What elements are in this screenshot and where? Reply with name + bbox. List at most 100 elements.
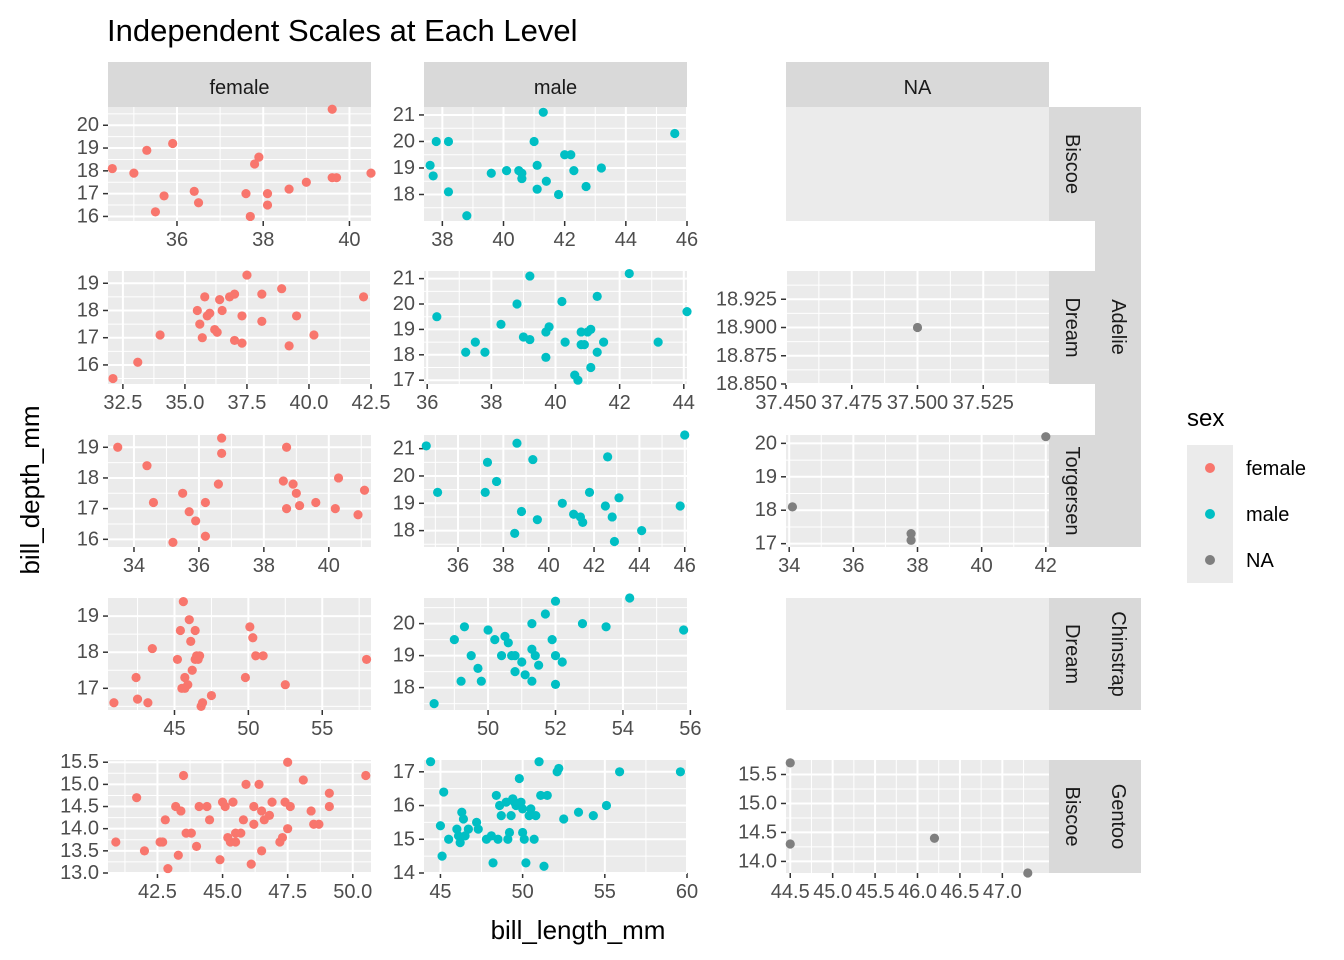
panel-r3-c0: 45 50 55 17 18 19: [77, 597, 372, 740]
x-tick-label: 42.5: [138, 881, 177, 903]
x-tick-label: 42: [583, 555, 605, 577]
y-tick-label: 18.850: [716, 373, 777, 395]
species-strip-label-chinstrap: Chinstrap: [1107, 611, 1129, 697]
data-point: [512, 438, 522, 448]
x-tick-label: 37.5: [227, 392, 266, 414]
panel-background: [108, 107, 371, 221]
x-tick-label: 47.0: [983, 881, 1022, 903]
data-point: [912, 322, 923, 333]
panel-r4-c1: 45 50 55 60 14 15 16 17: [393, 757, 698, 903]
data-point: [206, 690, 217, 701]
y-axis-title: bill_depth_mm: [15, 405, 45, 574]
data-point: [264, 810, 275, 820]
data-point: [291, 488, 301, 498]
species-strip-gentoo: [1095, 760, 1141, 873]
data-point: [1041, 432, 1051, 442]
y-tick-label: 18.900: [716, 317, 777, 339]
data-point: [267, 797, 277, 807]
data-point: [553, 189, 564, 200]
x-tick-label: 55: [311, 718, 333, 740]
data-point: [466, 651, 476, 661]
data-point: [506, 811, 516, 821]
data-point: [428, 171, 438, 181]
data-point: [131, 672, 141, 683]
data-point: [311, 497, 321, 508]
y-tick-label: 19: [77, 436, 99, 458]
data-point: [212, 327, 222, 337]
data-point: [491, 476, 502, 487]
data-point: [200, 531, 211, 541]
data-point: [262, 200, 273, 210]
data-point: [361, 770, 371, 781]
data-point: [204, 815, 215, 825]
data-point: [624, 268, 634, 279]
island-strip-dream: [1049, 598, 1095, 710]
data-point: [133, 357, 143, 367]
x-tick-label: 37.450: [755, 392, 816, 414]
x-tick-label: 44.5: [771, 881, 810, 903]
data-point: [246, 859, 256, 869]
row-strips: Biscoe Dream Torgersen Dream Biscoe Adelie Chi…: [1049, 107, 1141, 873]
data-point: [603, 452, 613, 462]
data-point: [488, 858, 498, 868]
data-point: [547, 635, 557, 645]
data-point: [534, 757, 544, 767]
data-point: [277, 284, 287, 294]
data-point: [682, 307, 692, 317]
panel-r4-c2: 44.5 45.0 45.5 46.0 46.5 47.0 14.0 14.5 15.0 15.5: [738, 758, 1049, 903]
data-point: [550, 651, 561, 661]
x-tick-label: 56: [679, 718, 701, 740]
y-tick-label: 15.0: [60, 773, 99, 795]
x-tick-label: 40: [971, 555, 993, 577]
data-point: [516, 506, 527, 517]
y-tick-label: 18: [393, 344, 415, 366]
y-tick-label: 14.0: [738, 850, 777, 872]
data-point: [512, 299, 522, 309]
x-tick-label: 55: [594, 881, 616, 903]
data-point: [173, 850, 183, 860]
data-point: [168, 537, 178, 547]
panel-r1-c1: 36 38 40 42 44 17 18 19 20 21: [393, 268, 695, 414]
data-point: [550, 679, 561, 690]
x-tick-label: 44: [673, 392, 695, 414]
species-strip-label-adelie: Adelie: [1107, 299, 1129, 355]
data-point: [527, 619, 537, 629]
data-point: [217, 305, 227, 316]
data-point: [493, 834, 503, 844]
y-tick-label: 16: [77, 354, 99, 376]
data-point: [215, 855, 225, 865]
data-point: [490, 635, 500, 645]
data-point: [257, 846, 267, 856]
x-tick-label: 46: [676, 229, 698, 251]
legend-item-male: male: [1187, 491, 1289, 537]
x-tick-label: 40: [538, 555, 560, 577]
data-point: [184, 615, 194, 625]
data-point: [113, 442, 123, 452]
data-point: [358, 292, 369, 302]
data-point: [249, 159, 260, 169]
data-point: [249, 819, 259, 829]
legend-swatch-female: [1205, 463, 1215, 473]
y-tick-label: 20: [393, 130, 415, 152]
data-point: [245, 211, 255, 222]
x-tick-label: 45: [429, 881, 451, 903]
data-point: [257, 806, 267, 816]
data-point: [254, 152, 264, 162]
x-tick-label: 36: [447, 555, 469, 577]
x-tick-label: 36: [188, 555, 210, 577]
data-point: [331, 173, 342, 183]
data-point: [205, 308, 215, 318]
data-point: [111, 837, 121, 847]
y-tick-label: 17: [77, 498, 99, 520]
data-point: [237, 338, 247, 348]
y-tick-label: 17: [77, 677, 99, 699]
data-point: [539, 861, 549, 871]
data-point: [197, 698, 208, 708]
data-point: [579, 340, 589, 350]
data-point: [190, 625, 200, 636]
data-point: [143, 698, 153, 708]
x-tick-label: 38: [253, 555, 275, 577]
data-point: [573, 375, 583, 385]
x-tick-label: 45.0: [813, 881, 852, 903]
data-point: [306, 806, 316, 816]
